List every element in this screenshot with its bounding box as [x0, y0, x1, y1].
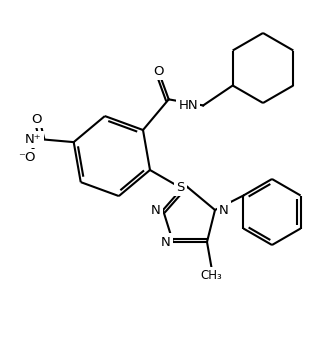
Text: N: N: [219, 204, 229, 217]
Text: S: S: [176, 181, 185, 194]
Text: N⁺: N⁺: [25, 133, 42, 146]
Text: O: O: [153, 65, 164, 78]
Text: O: O: [31, 113, 42, 126]
Text: CH₃: CH₃: [200, 269, 222, 282]
Text: HN: HN: [179, 99, 198, 112]
Text: ⁻O: ⁻O: [18, 151, 36, 164]
Text: N: N: [151, 204, 161, 217]
Text: N: N: [161, 236, 171, 249]
